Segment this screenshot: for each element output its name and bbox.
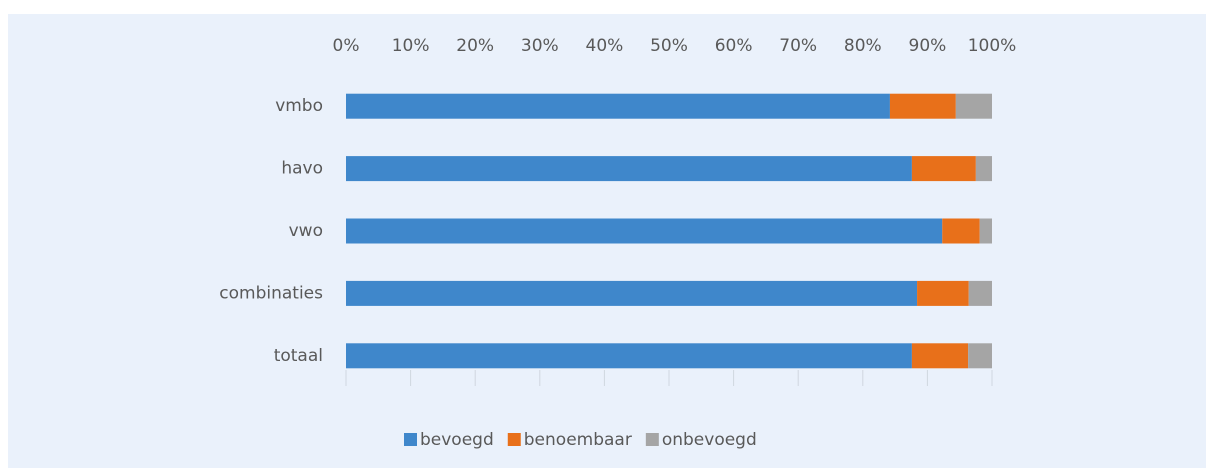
legend-label: benoembaar: [524, 430, 632, 450]
x-tick-label: 0%: [333, 36, 360, 56]
bar-segment: [911, 343, 969, 369]
bar-segment: [979, 218, 992, 244]
x-tick-label: 50%: [650, 36, 688, 56]
x-tick-label: 90%: [909, 36, 947, 56]
bar-segment: [917, 280, 969, 306]
legend-label: bevoegd: [420, 430, 494, 450]
legend-label: onbevoegd: [662, 430, 757, 450]
x-tick-label: 100%: [968, 36, 1017, 56]
bar-segment: [975, 156, 992, 182]
legend-swatch: [404, 433, 417, 446]
bar-segment: [346, 280, 918, 306]
x-tick-label: 60%: [715, 36, 753, 56]
y-tick-label: combinaties: [219, 283, 323, 303]
x-tick-label: 70%: [779, 36, 817, 56]
bar-segment: [346, 93, 890, 119]
y-tick-label: vmbo: [275, 96, 323, 116]
y-tick-label: totaal: [274, 346, 323, 366]
legend-swatch: [645, 433, 659, 446]
bar-segment: [955, 93, 992, 119]
bar-segment: [968, 343, 992, 369]
x-tick-label: 80%: [844, 36, 882, 56]
bar-segment: [346, 156, 912, 182]
x-tick-label: 10%: [392, 36, 430, 56]
y-tick-label: havo: [281, 159, 323, 179]
bar-segment: [346, 218, 943, 244]
bar-segment: [968, 280, 992, 306]
x-tick-label: 40%: [586, 36, 624, 56]
bar-segment: [911, 156, 976, 182]
bar-segment: [889, 93, 956, 119]
y-tick-label: vwo: [289, 221, 323, 241]
x-tick-label: 20%: [456, 36, 494, 56]
bar-segment: [346, 343, 912, 369]
legend-swatch: [507, 433, 521, 446]
x-tick-label: 30%: [521, 36, 559, 56]
bar-segment: [942, 218, 980, 244]
